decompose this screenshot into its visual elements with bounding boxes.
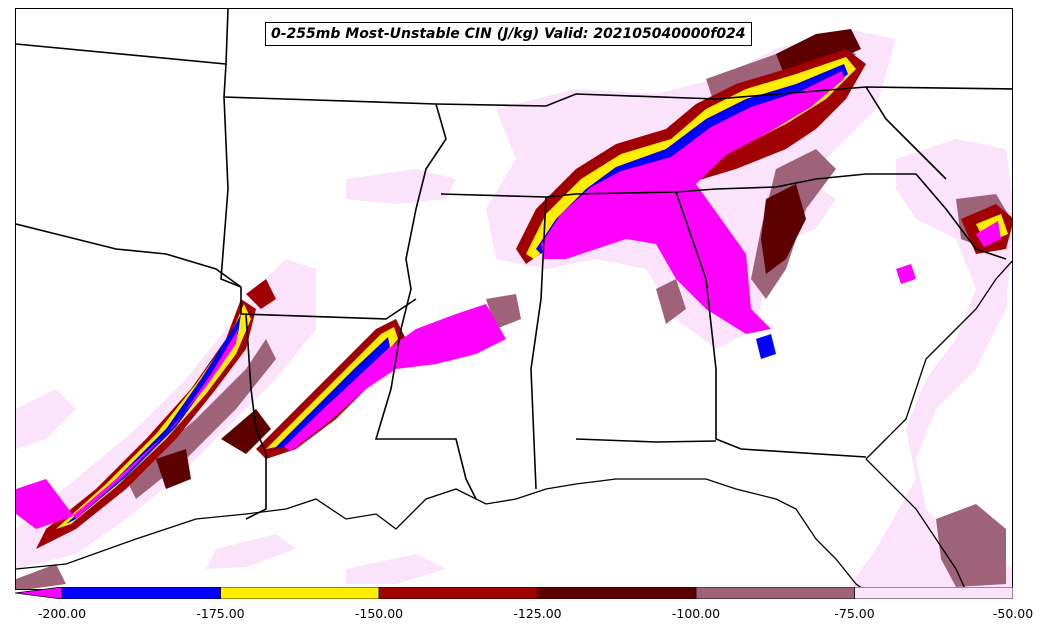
cin-map [16,9,1012,589]
colorbar-bin-4 [695,587,855,599]
colorbar-tick-label: -75.00 [834,606,875,621]
colorbar-labels: -200.00 -175.00 -150.00 -125.00 -100.00 -75.0… [0,606,1044,626]
colorbar-tick-label: -100.00 [671,606,721,621]
colorbar-tick-label: -125.00 [513,606,562,621]
colorbar-bin-1 [220,587,380,599]
colorbar-bin-5 [854,587,1013,599]
colorbar-tick-label: -175.00 [196,606,245,621]
colorbar-bin-0 [61,587,221,599]
coastline [16,260,1012,589]
map-title: 0-255mb Most-Unstable CIN (J/kg) Valid: … [265,22,752,46]
cin-maroon-regions [156,29,861,489]
cin-magenta-regions [16,71,1001,529]
state-boundaries [16,9,1012,520]
colorbar-bins [15,587,1013,599]
colorbar-bin-3 [537,587,697,599]
colorbar-tick-label: -50.00 [992,606,1034,621]
map-panel: 0-255mb Most-Unstable CIN (J/kg) Valid: … [15,8,1013,590]
colorbar-bin-2 [378,587,538,599]
colorbar-tick-label: -200.00 [37,606,87,621]
colorbar-tick-label: -150.00 [354,606,404,621]
colorbar-under-triangle [15,587,63,599]
colorbar [15,587,1013,599]
